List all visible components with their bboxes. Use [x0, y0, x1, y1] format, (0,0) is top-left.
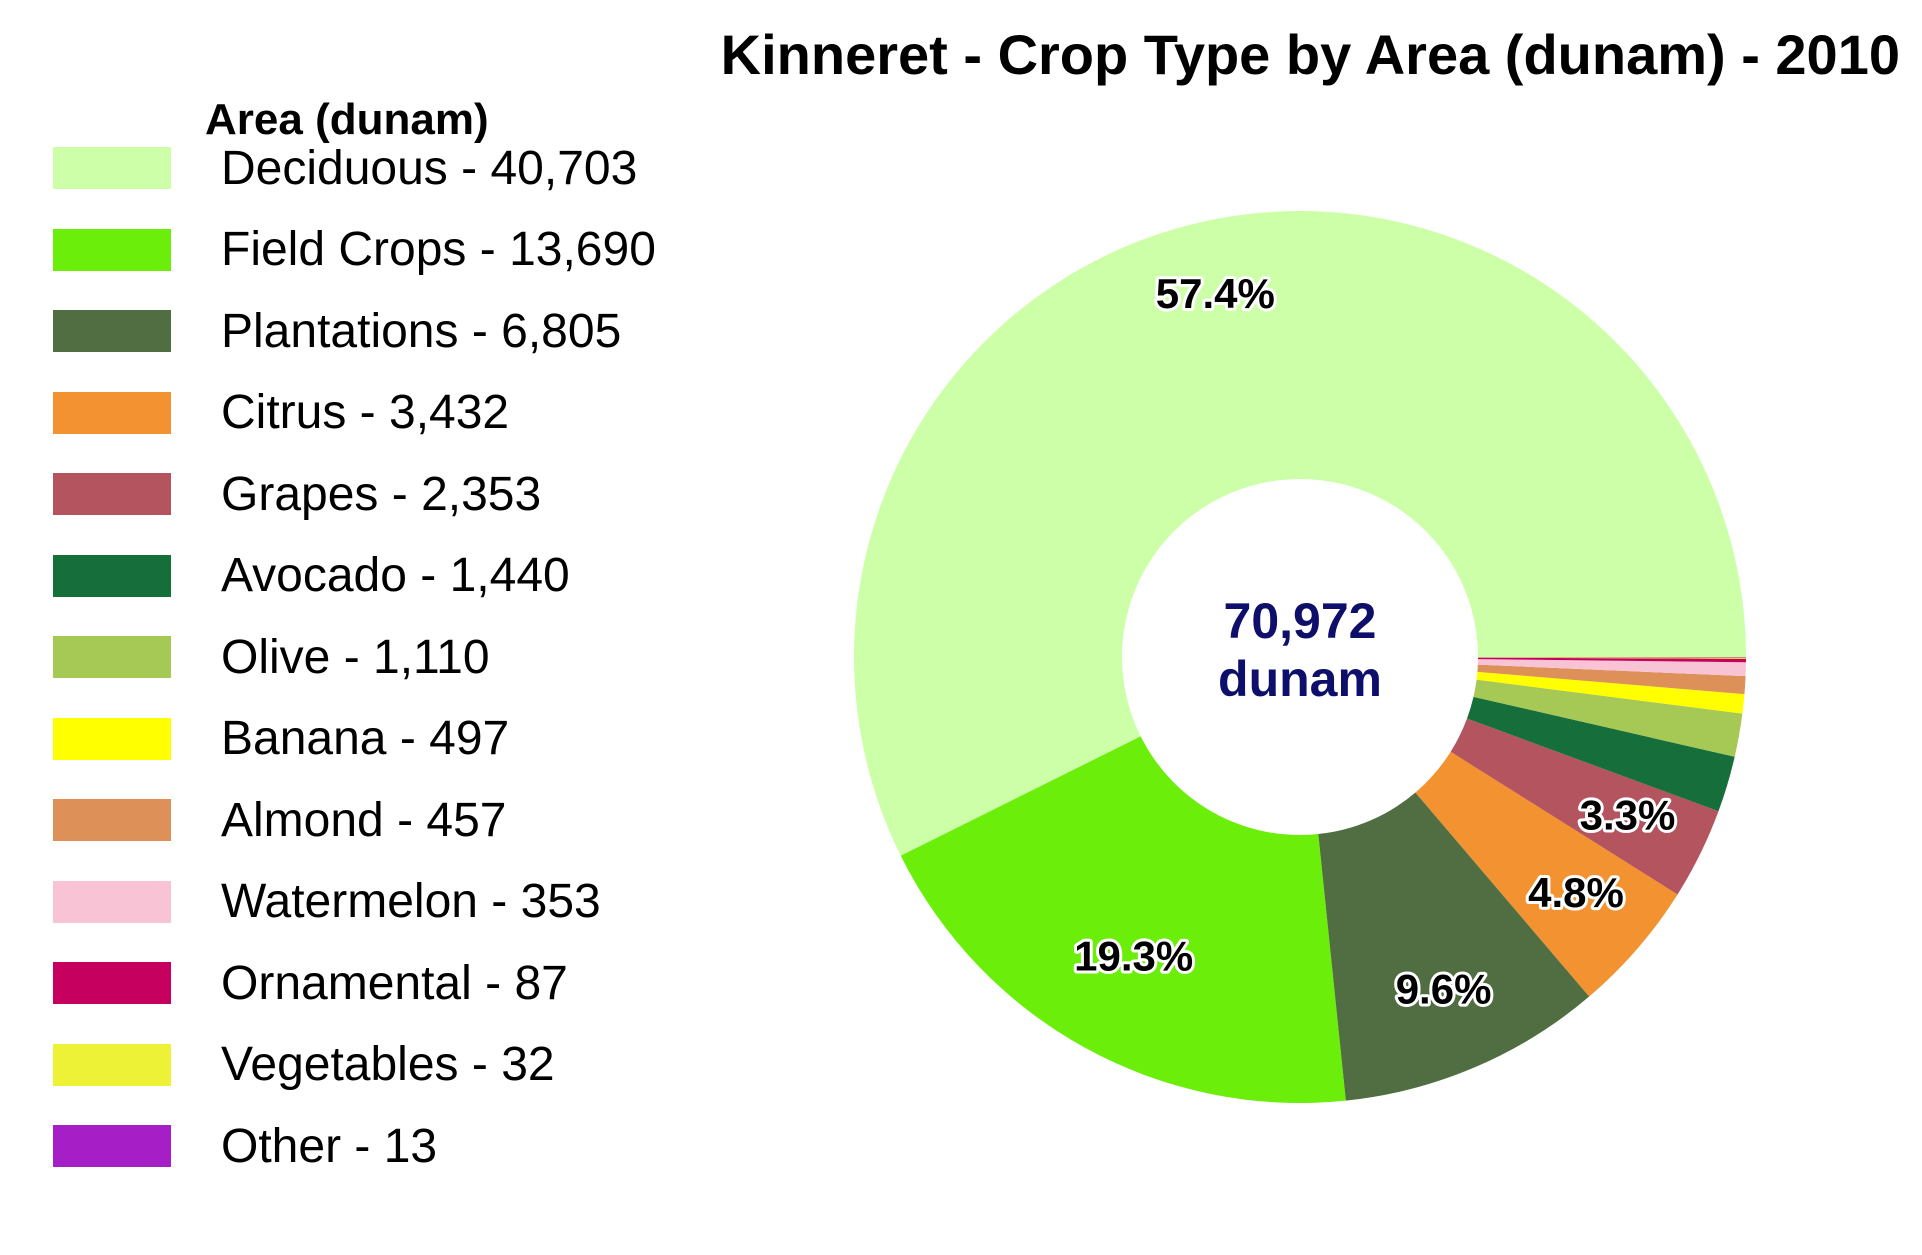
chart-title: Kinneret - Crop Type by Area (dunam) - 2…: [720, 23, 1900, 86]
legend-swatch: [53, 636, 171, 678]
pie-slice: [900, 736, 1346, 1103]
legend-label: Almond - 457: [221, 793, 507, 847]
legend-item: Plantations - 6,805: [53, 301, 621, 361]
center-total-label: 70,972: [1224, 593, 1377, 649]
legend-label: Avocado - 1,440: [221, 549, 570, 602]
legend-swatch: [53, 147, 171, 189]
legend-item: Avocado - 1,440: [53, 546, 570, 606]
legend-label: Citrus - 3,432: [221, 386, 510, 439]
legend-label: Olive - 1,110: [221, 630, 490, 684]
legend-item: Other - 13: [53, 1116, 437, 1176]
pie-slice: [1318, 792, 1590, 1101]
legend-item: Field Crops - 13,690: [53, 220, 656, 280]
legend-label: Other - 13: [221, 1119, 438, 1173]
pie-slice: [1477, 657, 1746, 663]
slice-label: 19.3%: [1074, 932, 1193, 979]
legend-label: Plantations - 6,805: [221, 304, 622, 358]
legend-label: Ornamental - 87: [221, 956, 568, 1010]
legend-label: Deciduous - 40,703: [221, 141, 638, 195]
legend-swatch: [53, 310, 171, 352]
pie-slice: [1477, 657, 1746, 658]
legend-swatch: [53, 717, 171, 760]
legend-swatch: [53, 554, 171, 597]
legend-swatch: [53, 799, 171, 841]
pie-slice: [1473, 679, 1743, 757]
legend-item: Ornamental - 87: [53, 953, 568, 1013]
center-total-label: dunam: [1218, 651, 1382, 707]
legend-item: Banana - 497: [53, 709, 509, 769]
legend-label: Vegetables - 32: [221, 1038, 555, 1091]
slice-label: 9.6%: [1396, 966, 1492, 1013]
slice-label: 57.4%: [1156, 270, 1275, 317]
legend-swatch: [53, 473, 171, 515]
slice-label: 3.3%: [1580, 791, 1676, 838]
legend-swatch: [53, 228, 171, 271]
pie-slice: [1476, 671, 1745, 714]
pie-slice: [1477, 657, 1746, 659]
legend-item: Vegetables - 32: [53, 1035, 555, 1095]
legend-title: Area (dunam): [205, 95, 489, 144]
legend-item: Olive - 1,110: [53, 627, 490, 687]
pie-slice: [1477, 664, 1746, 695]
legend-item: Grapes - 2,353: [53, 464, 541, 524]
pie-slice: [854, 211, 1746, 856]
legend-swatch: [53, 962, 171, 1004]
legend-item: Deciduous - 40,703: [53, 138, 637, 198]
legend-label: Field Crops - 13,690: [221, 223, 656, 276]
legend-item: Citrus - 3,432: [53, 383, 509, 443]
pie-slice: [1477, 659, 1746, 677]
legend-label: Grapes - 2,353: [221, 467, 542, 521]
pie-slice: [1415, 751, 1678, 997]
legend-swatch: [53, 391, 171, 434]
legend-item: Watermelon - 353: [53, 872, 601, 932]
slice-label: 4.8%: [1528, 869, 1624, 916]
pie-slice: [1467, 696, 1735, 812]
legend-swatch: [53, 1125, 171, 1167]
legend-item: Almond - 457: [53, 790, 507, 850]
legend-label: Watermelon - 353: [221, 875, 601, 928]
pie-slice: [1450, 718, 1719, 895]
legend-swatch: [53, 1043, 171, 1086]
legend-label: Banana - 497: [221, 712, 510, 765]
legend-swatch: [53, 880, 171, 923]
